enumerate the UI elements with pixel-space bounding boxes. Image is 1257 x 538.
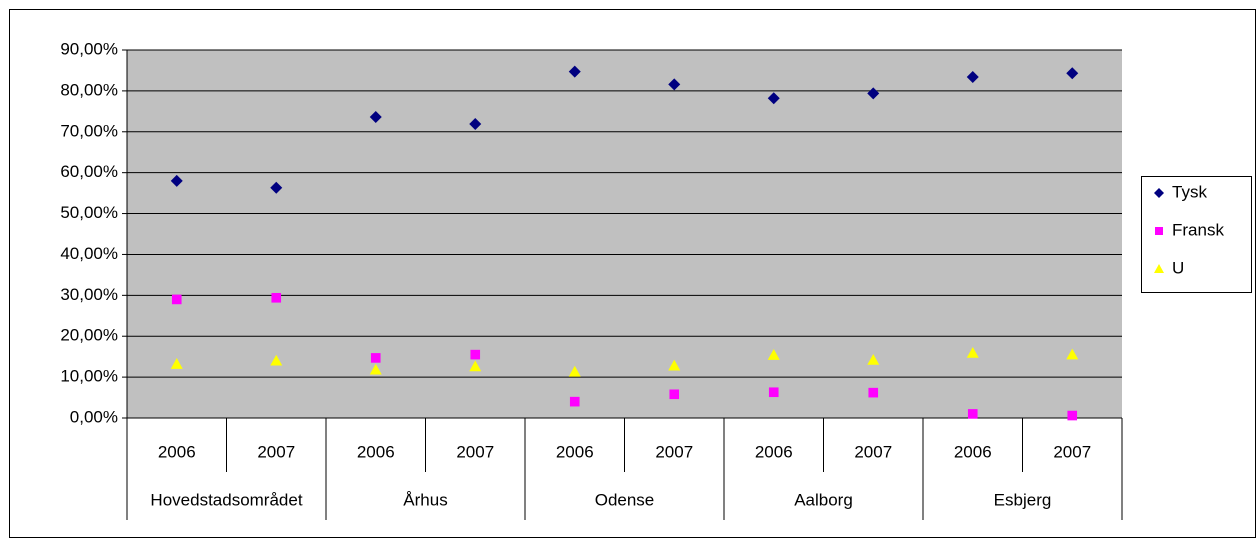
marker bbox=[669, 389, 680, 400]
marker bbox=[1066, 348, 1079, 360]
y-tick-label: 50,00% bbox=[60, 203, 118, 222]
marker bbox=[569, 396, 580, 407]
marker bbox=[568, 365, 581, 377]
marker bbox=[469, 118, 482, 131]
marker bbox=[867, 87, 880, 100]
marker bbox=[767, 92, 780, 105]
y-tick-label: 40,00% bbox=[60, 244, 118, 263]
marker bbox=[868, 387, 879, 398]
marker bbox=[369, 363, 382, 375]
group-label: Aalborg bbox=[794, 490, 853, 509]
marker bbox=[967, 409, 978, 419]
x-tick-label: 2007 bbox=[1053, 442, 1091, 461]
legend-label: Tysk bbox=[1172, 182, 1207, 201]
marker bbox=[767, 349, 780, 360]
group-label: Århus bbox=[403, 490, 447, 509]
group-label: Hovedstadsområdet bbox=[150, 490, 302, 509]
marker bbox=[270, 181, 283, 194]
marker bbox=[271, 292, 282, 303]
legend-label: U bbox=[1172, 258, 1184, 277]
marker bbox=[568, 65, 581, 78]
x-tick-label: 2007 bbox=[854, 442, 892, 461]
marker bbox=[966, 70, 979, 83]
marker bbox=[171, 294, 182, 305]
y-tick-label: 30,00% bbox=[60, 285, 118, 304]
x-tick-label: 2006 bbox=[755, 442, 793, 461]
x-tick-label: 2006 bbox=[158, 442, 196, 461]
marker bbox=[270, 354, 283, 366]
legend-label: Fransk bbox=[1172, 220, 1224, 239]
y-tick-label: 90,00% bbox=[60, 39, 118, 58]
plot-area bbox=[127, 50, 1122, 418]
marker bbox=[867, 353, 880, 365]
marker bbox=[1066, 67, 1079, 80]
y-tick-label: 0,00% bbox=[70, 407, 118, 426]
legend-marker bbox=[1154, 188, 1164, 198]
x-tick-label: 2006 bbox=[556, 442, 594, 461]
legend-marker bbox=[1155, 227, 1163, 235]
marker bbox=[369, 111, 382, 124]
marker bbox=[668, 78, 681, 91]
x-tick-label: 2006 bbox=[954, 442, 992, 461]
x-tick-label: 2007 bbox=[655, 442, 693, 461]
marker bbox=[966, 346, 979, 358]
x-tick-label: 2007 bbox=[456, 442, 494, 461]
marker bbox=[370, 353, 381, 363]
marker bbox=[170, 358, 183, 369]
marker bbox=[470, 349, 481, 360]
y-tick-label: 60,00% bbox=[60, 162, 118, 181]
marker bbox=[768, 387, 779, 398]
x-tick-label: 2006 bbox=[357, 442, 395, 461]
y-tick-label: 70,00% bbox=[60, 121, 118, 140]
y-tick-label: 20,00% bbox=[60, 326, 118, 345]
marker bbox=[1067, 410, 1078, 421]
group-label: Odense bbox=[595, 490, 655, 509]
marker bbox=[469, 360, 482, 372]
marker bbox=[668, 359, 681, 371]
x-tick-label: 2007 bbox=[257, 442, 295, 461]
y-tick-label: 80,00% bbox=[60, 80, 118, 99]
legend-marker bbox=[1154, 264, 1164, 273]
marker bbox=[170, 174, 183, 187]
group-label: Esbjerg bbox=[994, 490, 1052, 509]
y-tick-label: 10,00% bbox=[60, 367, 118, 386]
